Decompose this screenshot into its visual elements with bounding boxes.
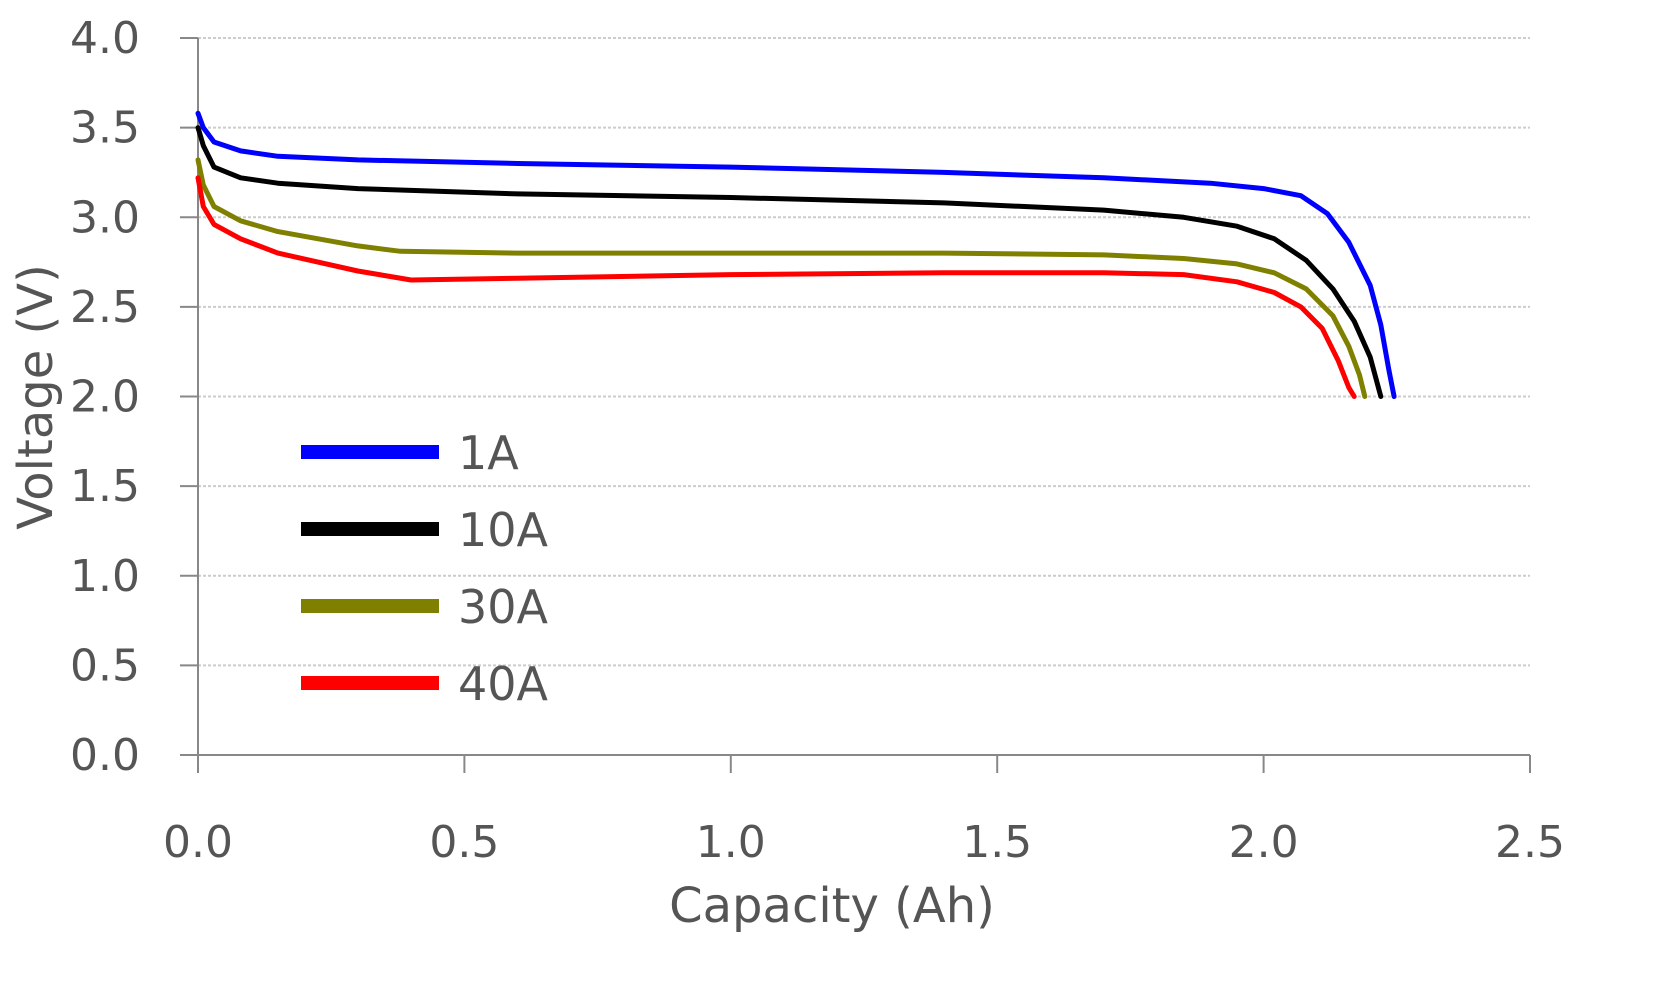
- y-tick-label: 1.5: [70, 461, 140, 512]
- legend-label: 1A: [458, 426, 519, 480]
- grid-lines: [198, 37, 1530, 667]
- legend: 1A 10A 30A 40A: [301, 426, 549, 711]
- tick-labels: 0.0 0.5 1.0 1.5 2.0 2.5 3.0 3.5 4.0 0.0 0.5 1.0 1.5 2…: [70, 13, 1565, 868]
- y-axis-label: Voltage (V): [8, 264, 64, 530]
- y-tick-label: 0.5: [70, 640, 140, 691]
- y-tick-label: 3.0: [70, 192, 140, 243]
- series-line-1A: [195, 110, 1397, 399]
- x-tick-label: 2.5: [1495, 817, 1565, 868]
- y-tick-label: 2.0: [70, 372, 140, 423]
- y-tick-label: 2.5: [70, 282, 140, 333]
- x-tick-label: 2.0: [1229, 817, 1299, 868]
- series-line-30A: [195, 157, 1368, 399]
- x-tick-label: 0.5: [429, 817, 499, 868]
- axes: [180, 37, 1531, 773]
- y-tick-label: 4.0: [70, 13, 140, 64]
- x-tick-label: 0.0: [163, 817, 233, 868]
- legend-label: 40A: [458, 657, 549, 711]
- series-lines: [195, 110, 1397, 399]
- legend-label: 10A: [458, 503, 549, 557]
- y-tick-label: 1.0: [70, 551, 140, 602]
- x-axis-label: Capacity (Ah): [669, 878, 995, 934]
- series-line-10A: [195, 125, 1384, 399]
- y-tick-label: 3.5: [70, 103, 140, 154]
- x-tick-label: 1.0: [696, 817, 766, 868]
- series-line-40A: [195, 175, 1357, 399]
- legend-label: 30A: [458, 580, 549, 634]
- x-tick-label: 1.5: [962, 817, 1032, 868]
- y-tick-label: 0.0: [70, 730, 140, 781]
